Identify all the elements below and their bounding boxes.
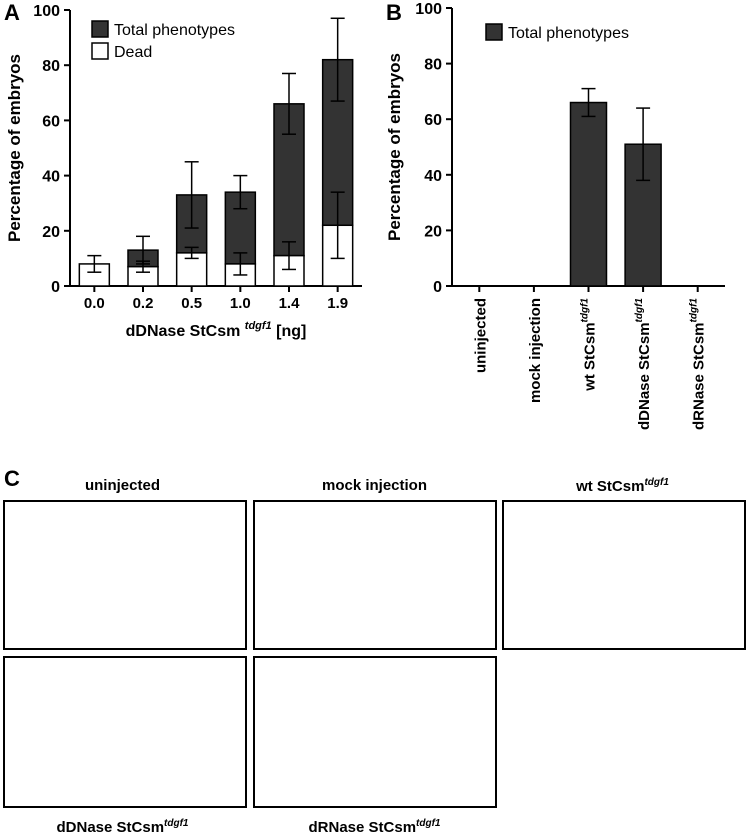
a-legend-swatch-1 [91,42,109,60]
a-ytick-label-5: 100 [33,3,60,20]
panel-a-label: A [4,0,20,25]
a-x-axis-title: dDNase StCsm tdgf1 [ng] [126,320,307,340]
a-ytick-label-4: 80 [42,58,60,75]
b-xtick-label-4: dRNase StCsmtdgf1 [689,298,708,430]
caption-ddnase: dDNase StCsmtdgf1 [56,818,189,836]
b-xtick-label-3: dDNase StCsmtdgf1 [634,298,653,430]
photo-wt [502,500,746,650]
b-ytick-label-0: 0 [433,279,442,296]
a-ytick-label-2: 40 [42,169,60,186]
a-legend-label-1: Dead [114,44,152,61]
panel-b-label: B [386,0,402,25]
photo-uninjected [3,500,247,650]
a-legend-swatch-0 [91,20,109,38]
chart-b: 0 20 40 60 80 100 Percentage of embryos uninjec… [385,1,725,430]
b-xtick-label-2: wt StCsmtdgf1 [580,298,599,392]
b-y-axis-title: Percentage of embryos [385,53,404,241]
a-ytick-label-1: 20 [42,224,60,241]
b-ytick-label-1: 20 [424,223,442,240]
a-bar-dead-5 [321,224,354,287]
b-ytick-label-2: 40 [424,168,442,185]
caption-uninjected: uninjected [84,477,160,494]
a-ytick-label-0: 0 [51,279,60,296]
caption-wt: wt StCsmtdgf1 [576,477,669,495]
a-ytick-label-3: 60 [42,113,60,130]
a-xtick-label-4: 1.4 [279,295,301,312]
a-xtick-label-2: 0.5 [181,295,202,312]
a-xtick-label-3: 1.0 [230,295,251,312]
a-xtick-label-5: 1.9 [327,295,348,312]
chart-a: 0 20 40 60 80 100 Percentage of embryos 0.0 0.2 0… [5,3,362,340]
a-xtick-label-0: 0.0 [84,295,105,312]
photo-mock-injection [253,500,497,650]
caption-mock-injection: mock injection [321,477,428,494]
b-legend-swatch [485,23,503,41]
b-ytick-label-5: 100 [415,1,442,18]
b-ytick-label-4: 80 [424,57,442,74]
a-xtick-label-1: 0.2 [133,295,154,312]
b-xtick-label-0: uninjected [472,298,489,373]
photo-drnase [253,656,497,808]
photo-ddnase [3,656,247,808]
a-y-axis-title: Percentage of embryos [5,54,24,242]
b-bar-2 [569,101,608,287]
caption-drnase: dRNase StCsmtdgf1 [308,818,441,836]
panel-c-label: C [4,466,20,491]
b-ytick-label-3: 60 [424,112,442,129]
b-xtick-label-1: mock injection [527,298,544,403]
b-legend-label: Total phenotypes [508,25,629,42]
a-legend-label-0: Total phenotypes [114,22,235,39]
